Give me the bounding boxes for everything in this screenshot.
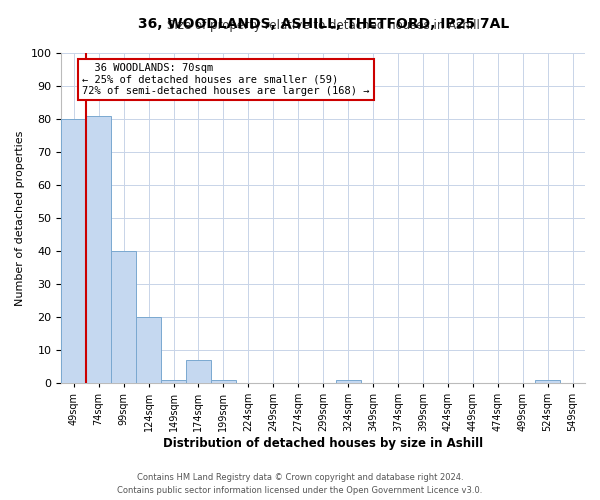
Bar	[111, 251, 136, 383]
Bar	[86, 116, 111, 383]
Bar	[535, 380, 560, 383]
Title: 36, WOODLANDS, ASHILL, THETFORD, IP25 7AL: 36, WOODLANDS, ASHILL, THETFORD, IP25 7A…	[137, 17, 509, 31]
X-axis label: Distribution of detached houses by size in Ashill: Distribution of detached houses by size …	[163, 437, 483, 450]
Text: 36 WOODLANDS: 70sqm  
← 25% of detached houses are smaller (59)
72% of semi-deta: 36 WOODLANDS: 70sqm ← 25% of detached ho…	[82, 63, 370, 96]
Bar	[186, 360, 211, 383]
Bar	[335, 380, 361, 383]
Text: Size of property relative to detached houses in Ashill: Size of property relative to detached ho…	[167, 18, 479, 32]
Y-axis label: Number of detached properties: Number of detached properties	[15, 130, 25, 306]
Bar	[161, 380, 186, 383]
Bar	[61, 119, 86, 383]
Bar	[211, 380, 236, 383]
Text: Contains HM Land Registry data © Crown copyright and database right 2024.
Contai: Contains HM Land Registry data © Crown c…	[118, 473, 482, 495]
Bar	[136, 317, 161, 383]
